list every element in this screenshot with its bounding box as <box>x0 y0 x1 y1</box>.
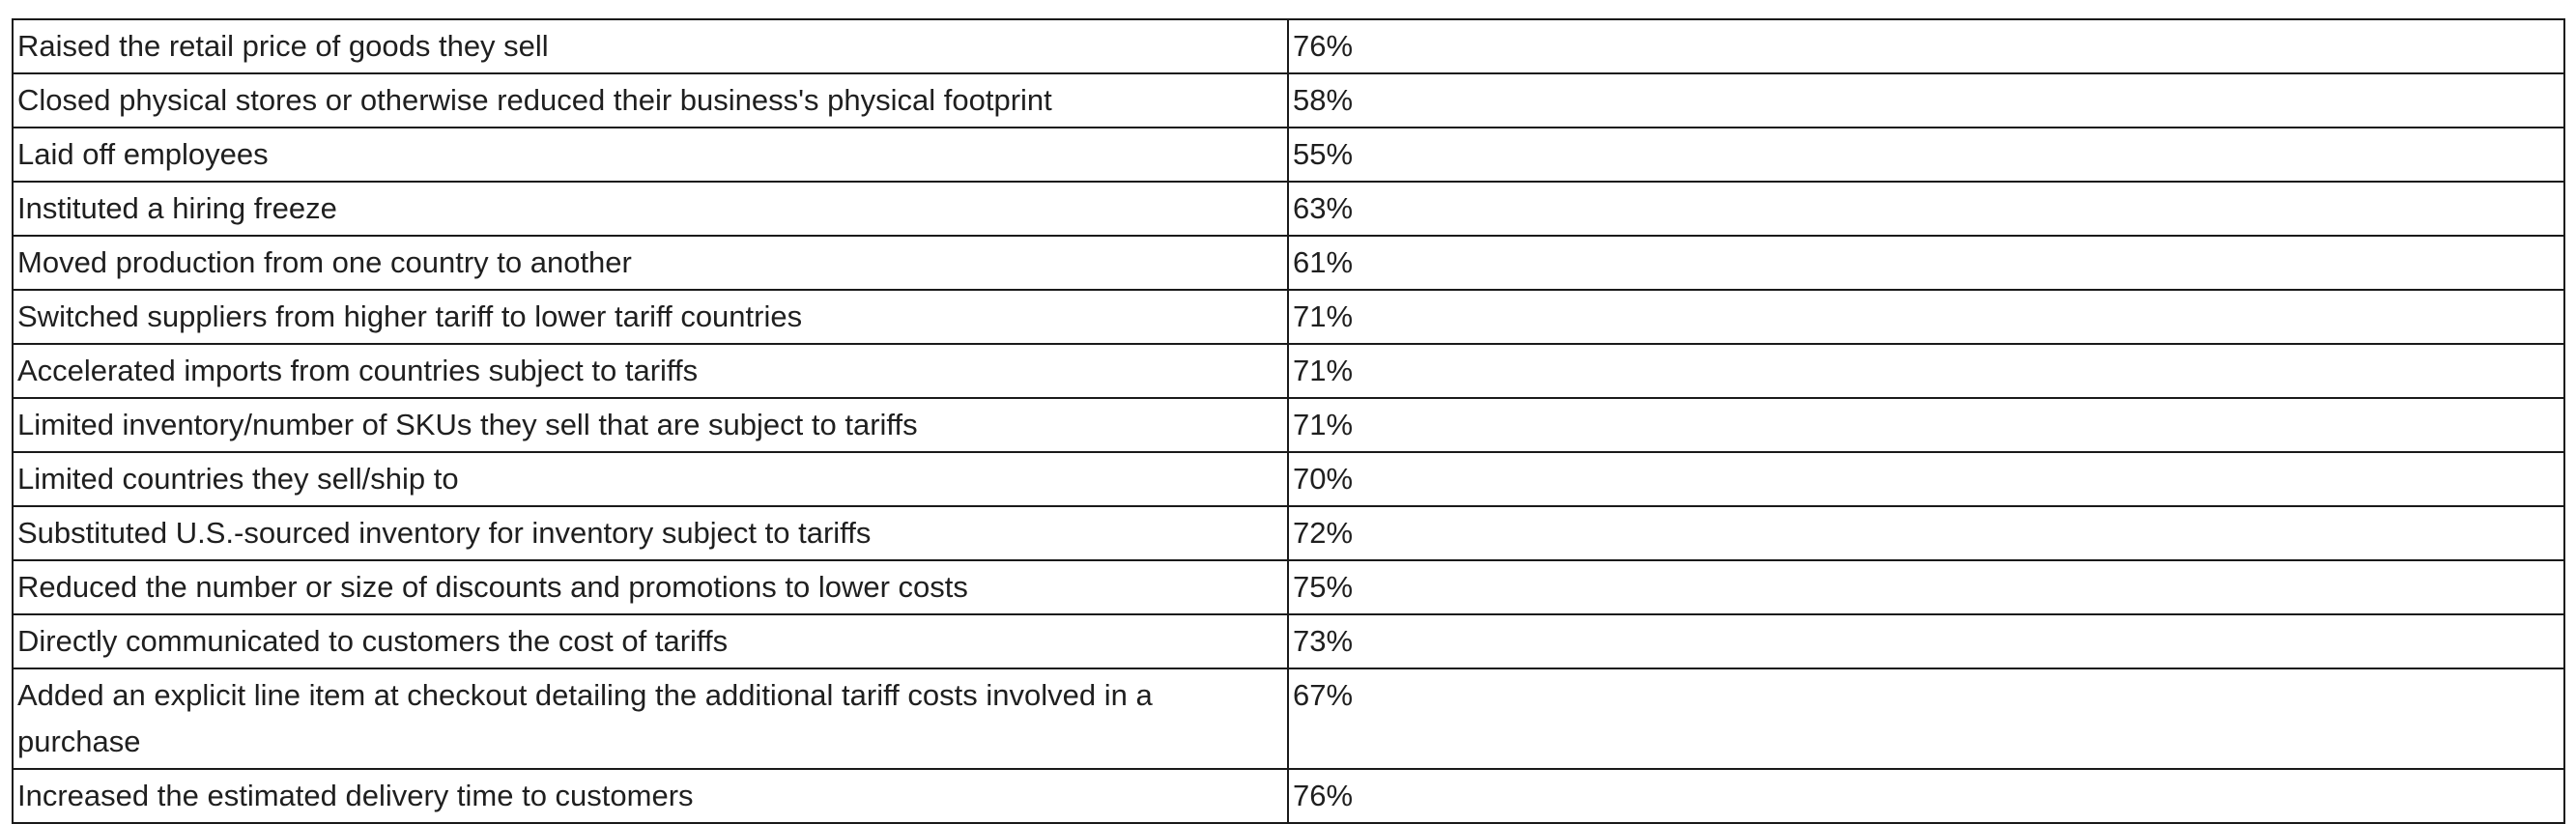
table-row: Limited inventory/number of SKUs they se… <box>12 397 2565 453</box>
row-label: Moved production from one country to ano… <box>12 235 1289 291</box>
table-row: Added an explicit line item at checkout … <box>12 668 2565 770</box>
row-value: 71% <box>1287 289 2565 345</box>
table-row: Raised the retail price of goods they se… <box>12 18 2565 74</box>
table-row: Moved production from one country to ano… <box>12 235 2565 291</box>
table-row: Accelerated imports from countries subje… <box>12 343 2565 399</box>
row-label: Substituted U.S.-sourced inventory for i… <box>12 505 1289 561</box>
row-label: Raised the retail price of goods they se… <box>12 18 1289 74</box>
row-value: 70% <box>1287 451 2565 507</box>
data-table: Raised the retail price of goods they se… <box>12 18 2565 824</box>
row-label: Switched suppliers from higher tariff to… <box>12 289 1289 345</box>
table-row: Laid off employees 55% <box>12 127 2565 183</box>
row-label: Increased the estimated delivery time to… <box>12 768 1289 824</box>
row-value: 75% <box>1287 559 2565 615</box>
row-label: Reduced the number or size of discounts … <box>12 559 1289 615</box>
table-row: Directly communicated to customers the c… <box>12 613 2565 669</box>
row-value: 76% <box>1287 18 2565 74</box>
row-label: Limited countries they sell/ship to <box>12 451 1289 507</box>
row-label: Accelerated imports from countries subje… <box>12 343 1289 399</box>
table-row: Reduced the number or size of discounts … <box>12 559 2565 615</box>
row-label: Limited inventory/number of SKUs they se… <box>12 397 1289 453</box>
row-value: 73% <box>1287 613 2565 669</box>
table-row: Substituted U.S.-sourced inventory for i… <box>12 505 2565 561</box>
row-label: Directly communicated to customers the c… <box>12 613 1289 669</box>
row-value: 61% <box>1287 235 2565 291</box>
row-label: Closed physical stores or otherwise redu… <box>12 72 1289 128</box>
row-label: Instituted a hiring freeze <box>12 181 1289 237</box>
row-label: Laid off employees <box>12 127 1289 183</box>
row-value: 58% <box>1287 72 2565 128</box>
row-value: 76% <box>1287 768 2565 824</box>
row-value: 63% <box>1287 181 2565 237</box>
table-row: Limited countries they sell/ship to 70% <box>12 451 2565 507</box>
row-value: 67% <box>1287 668 2565 770</box>
row-value: 55% <box>1287 127 2565 183</box>
table-row: Increased the estimated delivery time to… <box>12 768 2565 824</box>
row-value: 72% <box>1287 505 2565 561</box>
row-label: Added an explicit line item at checkout … <box>12 668 1289 770</box>
row-value: 71% <box>1287 343 2565 399</box>
table-row: Switched suppliers from higher tariff to… <box>12 289 2565 345</box>
row-value: 71% <box>1287 397 2565 453</box>
table-row: Instituted a hiring freeze 63% <box>12 181 2565 237</box>
table-row: Closed physical stores or otherwise redu… <box>12 72 2565 128</box>
